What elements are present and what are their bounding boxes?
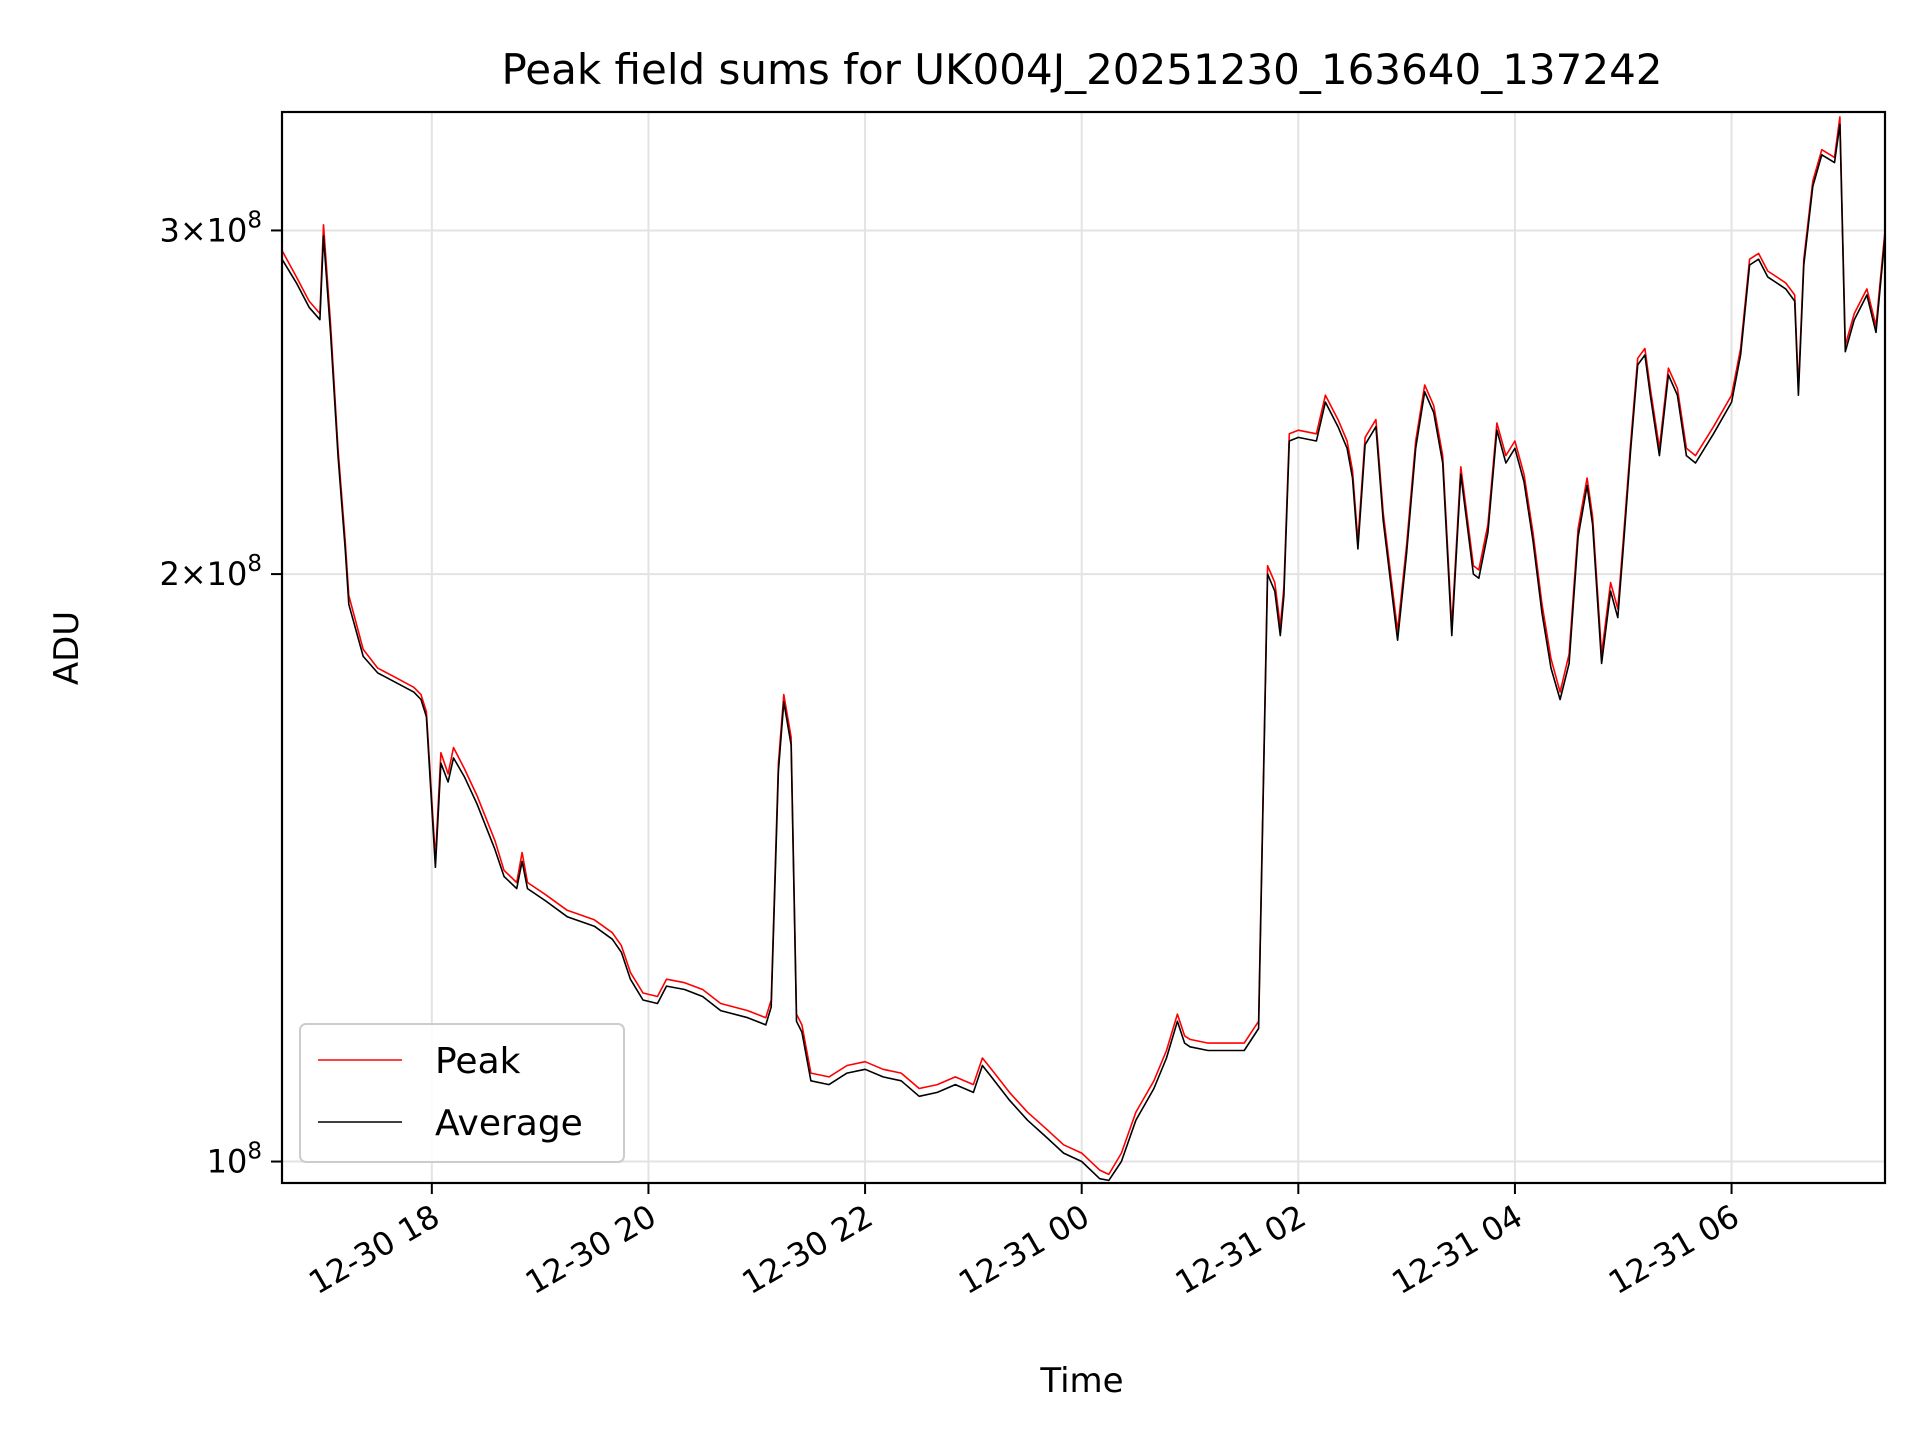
plot-frame	[280, 110, 1887, 1185]
grid-lines	[282, 112, 1885, 1183]
y-axis-label: ADU	[47, 611, 87, 685]
legend-box	[299, 1023, 625, 1163]
series-line-average	[281, 123, 1886, 1182]
series-line-peak	[281, 116, 1886, 1176]
x-axis-label: Time	[1039, 1361, 1123, 1401]
y-axis-ticks: 108 2×108 3×108	[159, 207, 282, 1181]
legend-label-peak: Peak	[435, 1041, 521, 1082]
legend-label-average: Average	[435, 1103, 583, 1144]
chart-title: Peak field sums for UK004J_20251230_1636…	[501, 45, 1662, 94]
y-tick-label: 3×108	[159, 207, 262, 249]
y-tick-label: 108	[207, 1139, 262, 1181]
legend: Peak Average	[299, 1023, 625, 1163]
series-lines	[281, 116, 1886, 1182]
y-tick-label: 2×108	[159, 551, 262, 593]
